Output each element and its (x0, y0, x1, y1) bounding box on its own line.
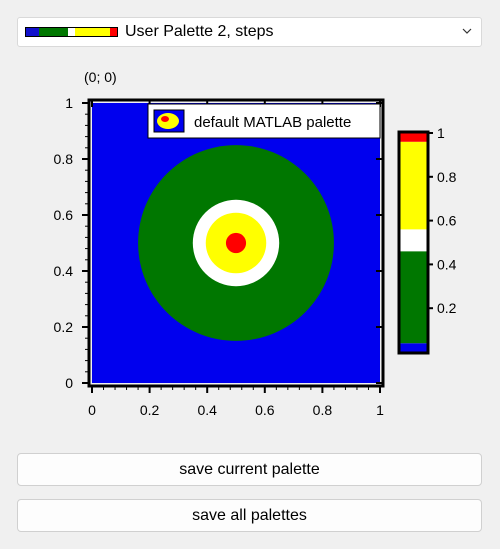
colorbar-tick-label: 1 (437, 125, 445, 141)
palette-swatch (25, 27, 118, 37)
save-current-palette-button[interactable]: save current palette (17, 453, 482, 486)
swatch-red (109, 28, 117, 36)
y-tick-label: 0.2 (54, 319, 74, 335)
x-tick-label: 0.8 (313, 402, 333, 418)
heatmap-plot: (0; 0) 0 0.2 0.4 0.6 0.8 1 0 0.2 0.4 0.6 0.8 1 def… (54, 69, 457, 418)
swatch-yellow (75, 28, 110, 36)
colorbar-band (400, 251, 427, 344)
legend-label: default MATLAB palette (194, 114, 351, 131)
swatch-green (38, 28, 68, 36)
x-tick-label: 0 (88, 402, 96, 418)
y-axis: 0 0.2 0.4 0.6 0.8 1 (54, 95, 383, 391)
colorbar-band (400, 133, 427, 142)
y-tick-label: 0.4 (54, 263, 74, 279)
plot-area (92, 103, 380, 383)
x-tick-label: 0.4 (197, 402, 217, 418)
save-all-palettes-button[interactable]: save all palettes (17, 499, 482, 532)
y-tick-label: 0.8 (54, 151, 74, 167)
colorbar-tick-label: 0.4 (437, 256, 457, 272)
colorbar-band (400, 141, 427, 230)
plot-frame (87, 98, 385, 388)
corner-coordinate-label: (0; 0) (84, 69, 117, 85)
colorbar-band (400, 229, 427, 252)
palette-select[interactable]: User Palette 2, steps (17, 17, 482, 47)
x-tick-label: 0.6 (255, 402, 275, 418)
colorbar-tick-label: 0.2 (437, 300, 457, 316)
red-level-region (225, 232, 247, 254)
x-axis: 0 0.2 0.4 0.6 0.8 1 (88, 100, 384, 418)
colorbar: 0.2 0.4 0.6 0.8 1 (397, 125, 457, 355)
swatch-white (67, 28, 76, 36)
y-tick-label: 0 (65, 375, 73, 391)
palette-select-value: User Palette 2, steps (125, 23, 274, 40)
x-tick-label: 0.2 (140, 402, 160, 418)
swatch-blue (26, 28, 39, 36)
x-tick-label: 1 (376, 402, 384, 418)
y-tick-label: 1 (65, 95, 73, 111)
colorbar-tick-label: 0.8 (437, 169, 457, 185)
matlab-palette-icon (153, 109, 185, 133)
chevron-down-icon[interactable] (461, 25, 473, 37)
colorbar-band (400, 343, 427, 352)
y-tick-label: 0.6 (54, 207, 74, 223)
plot-legend: default MATLAB palette (147, 103, 381, 139)
colorbar-tick-label: 0.6 (437, 213, 457, 229)
